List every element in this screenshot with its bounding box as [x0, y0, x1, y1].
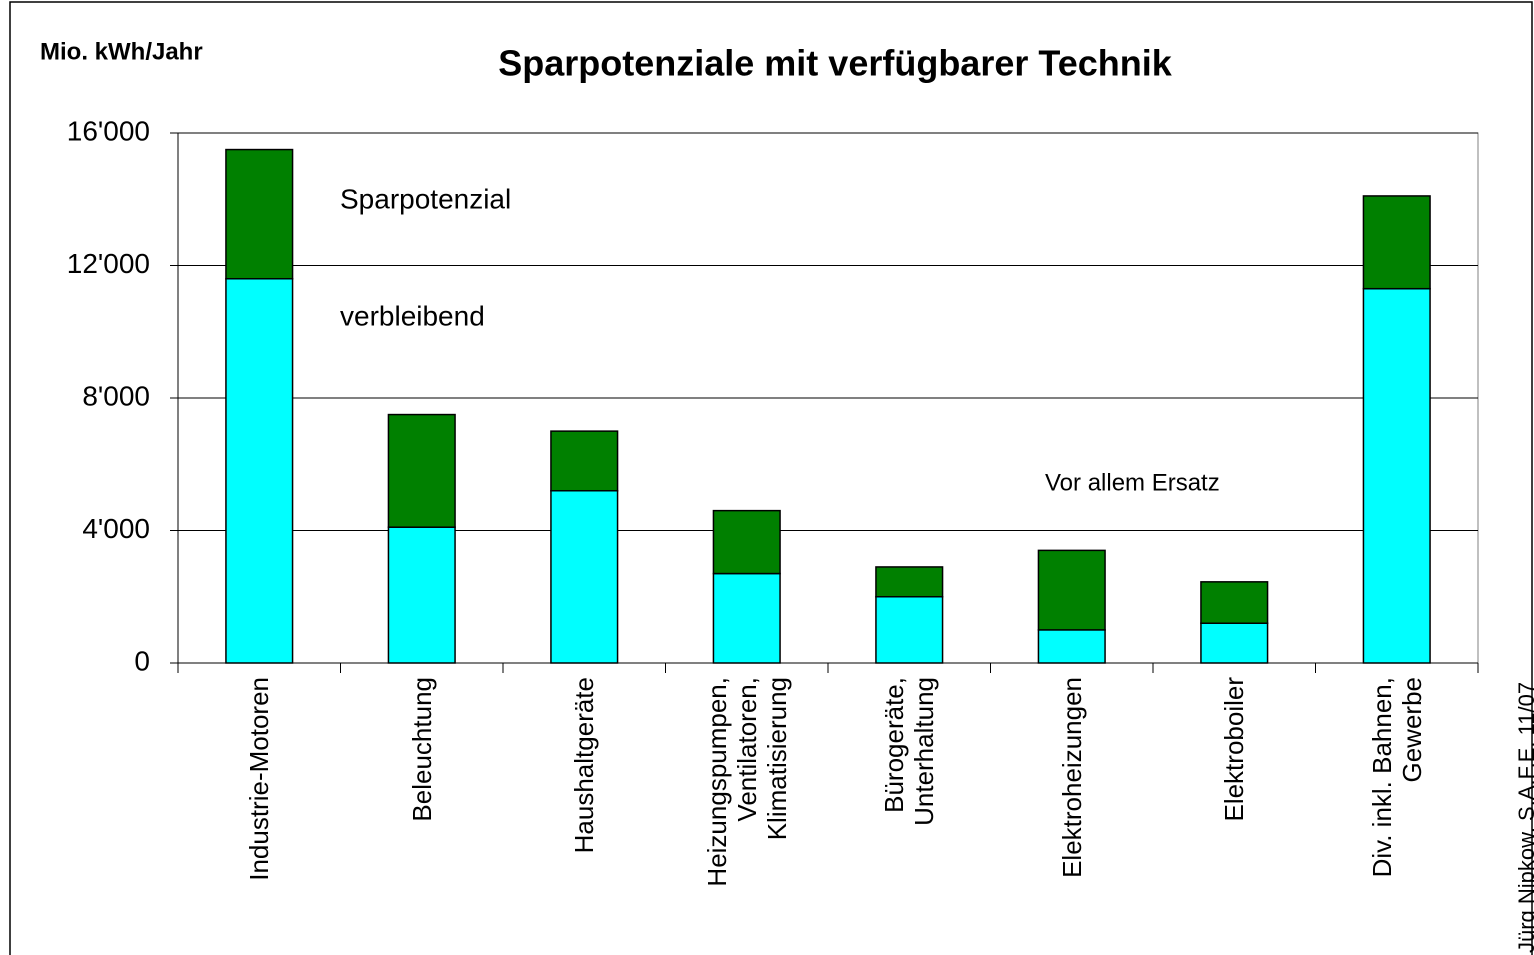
bar-segment: [1200, 622, 1269, 664]
bar-segment: [712, 572, 781, 664]
bar-segment: [550, 490, 619, 664]
bar-segment: [1037, 629, 1106, 664]
chart-border: [9, 1, 1533, 955]
y-tick-label: 0: [134, 645, 150, 676]
x-tick-label: Div. inkl. Bahnen, Gewerbe: [1366, 677, 1427, 878]
x-tick-label: Elektroheizungen: [1056, 677, 1087, 878]
series-label: Sparpotenzial: [340, 183, 511, 214]
source: Jürg Nipkow, S.A.F.E. 11/07: [1514, 682, 1534, 953]
bar-segment: [387, 413, 456, 528]
bar-segment: [875, 566, 944, 598]
x-tick-label: Industrie-Motoren: [244, 677, 275, 881]
bar-segment: [712, 509, 781, 575]
bar-segment: [225, 278, 294, 664]
y-tick-label: 4'000: [82, 513, 150, 544]
bar-segment: [1362, 287, 1431, 664]
series-label: verbleibend: [340, 300, 485, 331]
chart-title: Sparpotenziale mit verfügbarer Technik: [498, 43, 1172, 84]
bar-segment: [1037, 549, 1106, 631]
y-tick-label: 12'000: [67, 248, 150, 279]
bar-segment: [1200, 581, 1269, 624]
x-tick-label: Elektroboiler: [1219, 677, 1250, 822]
bar-segment: [1362, 195, 1431, 290]
x-tick-label: Heizungspumpen, Ventilatoren, Klimatisie…: [701, 677, 792, 887]
x-tick-label: Haushaltgeräte: [569, 677, 600, 854]
bar-segment: [225, 148, 294, 280]
bar-segment: [387, 526, 456, 664]
y-tick-label: 8'000: [82, 380, 150, 411]
annotation: Vor allem Ersatz: [1045, 469, 1220, 496]
x-tick-label: Bürogeräte, Unterhaltung: [879, 677, 940, 826]
y-tick-label: 16'000: [67, 115, 150, 146]
y-axis-label: Mio. kWh/Jahr: [40, 38, 203, 65]
bar-segment: [550, 430, 619, 492]
bar-segment: [875, 596, 944, 664]
x-tick-label: Beleuchtung: [406, 677, 437, 822]
